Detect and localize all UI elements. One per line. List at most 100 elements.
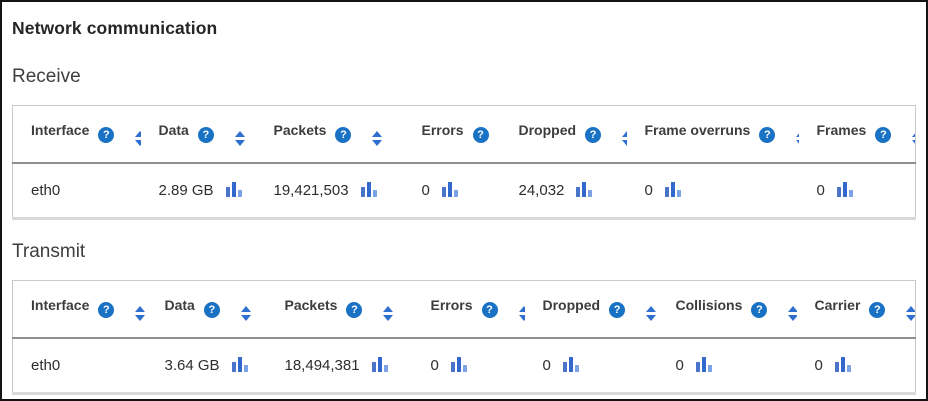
content-container: Network communication Receive Interface?…: [2, 2, 926, 395]
help-icon[interactable]: ?: [875, 126, 892, 143]
cell-value: 19,421,503: [273, 182, 349, 200]
column-header-data[interactable]: Data?: [146, 280, 267, 339]
sort-arrows-icon[interactable]: [906, 305, 916, 321]
column-header-errors[interactable]: Errors?: [403, 105, 501, 164]
help-icon[interactable]: ?: [585, 126, 602, 143]
sort-arrows-icon[interactable]: [383, 305, 394, 321]
column-header-interface[interactable]: Interface?: [12, 105, 141, 164]
cell-value: 18,494,381: [284, 357, 360, 375]
column-header-carrier[interactable]: Carrier?: [796, 280, 916, 339]
column-header-errors[interactable]: Errors?: [412, 280, 525, 339]
cell-packets: 19,421,503: [256, 163, 404, 219]
bar-chart-icon[interactable]: [834, 356, 851, 373]
help-icon[interactable]: ?: [335, 126, 352, 143]
table-row: eth0 3.64 GB 18,494,381 0 0 0 0: [13, 338, 916, 394]
bar-chart-icon[interactable]: [450, 356, 467, 373]
help-icon[interactable]: ?: [98, 301, 115, 318]
column-label: Packets: [273, 121, 327, 138]
receive-header-row: Interface? Data? Packets? Errors? Droppe…: [12, 105, 916, 164]
cell-frame-overruns: 0: [627, 163, 799, 219]
sort-arrows-icon[interactable]: [646, 305, 657, 321]
column-header-frames[interactable]: Frames?: [798, 105, 916, 164]
column-label: Data: [158, 121, 189, 138]
sort-arrows-icon[interactable]: [788, 305, 797, 321]
bar-chart-icon[interactable]: [695, 356, 712, 373]
column-label: Interface: [31, 296, 90, 313]
column-label: Dropped: [542, 296, 601, 313]
bar-chart-icon[interactable]: [441, 181, 458, 198]
help-icon[interactable]: ?: [609, 301, 626, 318]
cell-carrier: 0: [797, 338, 916, 394]
sort-arrows-icon[interactable]: [518, 305, 525, 321]
sort-arrows-icon[interactable]: [796, 130, 799, 146]
sort-arrows-icon[interactable]: [234, 130, 245, 146]
cell-interface: eth0: [13, 163, 141, 219]
bar-chart-icon[interactable]: [836, 181, 853, 198]
cell-value: 24,032: [518, 182, 565, 200]
sort-arrows-icon[interactable]: [135, 305, 146, 321]
column-header-dropped[interactable]: Dropped?: [524, 280, 658, 339]
table-row: eth0 2.89 GB 19,421,503 0 24,032 0 0: [13, 163, 916, 219]
cell-value: 3.64 GB: [164, 357, 220, 375]
cell-errors: 0: [413, 338, 525, 394]
cell-data: 2.89 GB: [141, 163, 256, 219]
help-icon[interactable]: ?: [751, 301, 768, 318]
bar-chart-icon[interactable]: [360, 181, 377, 198]
column-header-packets[interactable]: Packets?: [255, 105, 404, 164]
bar-chart-icon[interactable]: [562, 356, 579, 373]
cell-value: 0: [421, 182, 430, 200]
column-header-frame-overruns[interactable]: Frame overruns?: [626, 105, 799, 164]
sort-arrows-icon[interactable]: [622, 130, 627, 146]
cell-dropped: 24,032: [501, 163, 627, 219]
column-header-packets[interactable]: Packets?: [266, 280, 413, 339]
cell-value: 2.89 GB: [158, 182, 214, 200]
sort-arrows-icon[interactable]: [372, 130, 383, 146]
help-icon[interactable]: ?: [869, 301, 886, 318]
cell-frames: 0: [799, 163, 916, 219]
column-label: Packets: [284, 296, 338, 313]
cell-value: 0: [675, 357, 684, 375]
help-icon[interactable]: ?: [197, 126, 214, 143]
cell-value: 0: [542, 357, 551, 375]
bar-chart-icon[interactable]: [576, 181, 593, 198]
sort-arrows-icon[interactable]: [912, 130, 916, 146]
cell-value: 0: [644, 182, 653, 200]
cell-collisions: 0: [658, 338, 797, 394]
cell-dropped: 0: [525, 338, 658, 394]
bar-chart-icon[interactable]: [231, 356, 248, 373]
help-icon[interactable]: ?: [759, 126, 776, 143]
receive-section-heading: Receive: [12, 66, 81, 87]
column-header-collisions[interactable]: Collisions?: [657, 280, 797, 339]
cell-value: 0: [814, 357, 823, 375]
column-label: Errors: [421, 121, 464, 138]
help-icon[interactable]: ?: [346, 301, 363, 318]
help-icon[interactable]: ?: [98, 126, 115, 143]
sort-arrows-icon[interactable]: [135, 130, 141, 146]
column-label: Carrier: [814, 296, 861, 313]
bar-chart-icon[interactable]: [371, 356, 388, 373]
column-label: Collisions: [675, 296, 743, 313]
cell-packets: 18,494,381: [267, 338, 413, 394]
cell-interface: eth0: [13, 338, 147, 394]
receive-table: Interface? Data? Packets? Errors? Droppe…: [12, 105, 916, 220]
cell-value: 0: [816, 182, 825, 200]
cell-value: eth0: [31, 356, 61, 374]
column-label: Errors: [430, 296, 473, 313]
column-label: Dropped: [518, 121, 577, 138]
transmit-header-row: Interface? Data? Packets? Errors? Droppe…: [12, 280, 916, 339]
bar-chart-icon[interactable]: [225, 181, 242, 198]
column-header-data[interactable]: Data?: [140, 105, 256, 164]
column-header-dropped[interactable]: Dropped?: [500, 105, 627, 164]
column-label: Frame overruns: [644, 121, 751, 138]
cell-value: eth0: [31, 181, 61, 199]
help-icon[interactable]: ?: [203, 301, 220, 318]
help-icon[interactable]: ?: [481, 301, 498, 318]
bar-chart-icon[interactable]: [664, 181, 681, 198]
help-icon[interactable]: ?: [472, 126, 489, 143]
transmit-table: Interface? Data? Packets? Errors? Droppe…: [12, 280, 916, 395]
column-header-interface[interactable]: Interface?: [12, 280, 147, 339]
transmit-section-heading: Transmit: [12, 241, 86, 262]
column-label: Frames: [816, 121, 867, 138]
sort-arrows-icon[interactable]: [240, 305, 251, 321]
